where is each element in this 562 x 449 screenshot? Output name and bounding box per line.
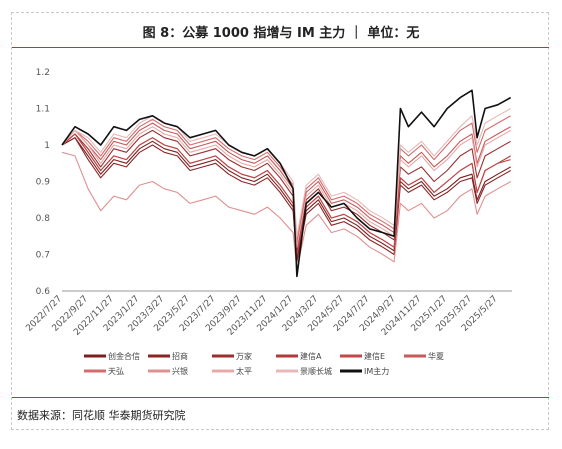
legend-label: 建信E	[364, 351, 385, 361]
legend-label: 招商	[172, 351, 188, 361]
legend-label: IM主力	[364, 366, 389, 376]
legend-label: 太平	[236, 366, 252, 376]
y-tick-label: 1	[44, 141, 50, 151]
y-tick-label: 0.9	[36, 178, 51, 188]
series-line-8	[61, 126, 511, 248]
series-line-7	[61, 151, 511, 270]
title-rule	[12, 47, 549, 48]
legend-label: 万家	[236, 351, 252, 361]
y-axis: 0.6 0.7 0.8 0.9 1 1.1 1.2	[36, 68, 51, 297]
chart-title: 图 8：公募 1000 指增与 IM 主力 ｜ 单位：无	[142, 26, 420, 41]
legend-label: 创金合信	[108, 351, 140, 361]
chart-frame	[11, 12, 549, 430]
y-tick-label: 0.7	[36, 251, 50, 261]
series-line-4	[61, 133, 511, 256]
legend-label: 天弘	[108, 367, 124, 376]
y-tick-label: 0.6	[36, 287, 51, 297]
source-rule	[12, 397, 549, 398]
series-line-10	[61, 89, 512, 278]
y-tick-label: 0.8	[36, 214, 51, 224]
y-tick-label: 1.2	[36, 68, 50, 78]
series-line-9	[61, 108, 511, 237]
legend-label: 建信A	[300, 351, 322, 361]
legend-label: 华夏	[428, 351, 444, 361]
source-note: 数据来源：同花顺 华泰期货研究院	[17, 409, 186, 422]
legend-label: 景顺长城	[300, 366, 332, 376]
legend-label: 兴银	[172, 366, 188, 376]
plot-lines	[61, 89, 512, 278]
x-axis: 2022/7/272022/9/272022/11/272023/1/27202…	[24, 290, 512, 338]
y-tick-label: 1.1	[36, 105, 50, 115]
